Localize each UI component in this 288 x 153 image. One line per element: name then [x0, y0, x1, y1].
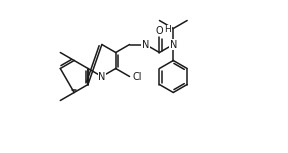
- Text: Cl: Cl: [132, 71, 142, 82]
- Text: N: N: [142, 39, 149, 50]
- Text: N: N: [170, 39, 177, 50]
- Text: O: O: [156, 26, 163, 35]
- Text: N: N: [98, 71, 105, 82]
- Text: H: H: [164, 26, 171, 34]
